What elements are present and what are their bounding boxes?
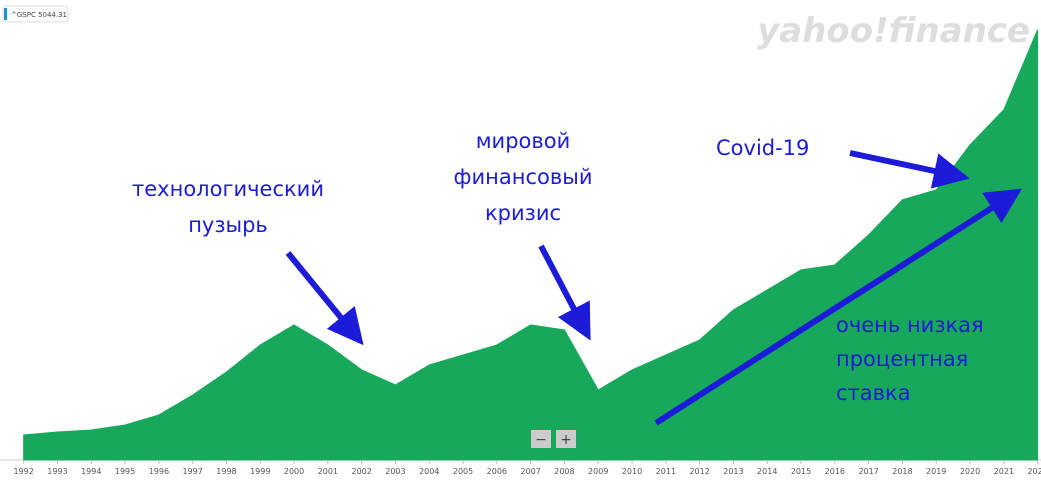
x-tick-label: 1993 [47,467,67,476]
annotation: технологический [132,177,324,201]
x-tick-label: 2006 [487,467,507,476]
legend-box [2,5,69,23]
x-tick-label: 1995 [115,467,135,476]
x-tick-label: 2017 [858,467,878,476]
x-tick-label: 2002 [351,467,371,476]
zoom-out-label[interactable]: − [535,432,547,448]
x-tick-label: 2011 [656,467,676,476]
plot [23,29,1039,461]
x-tick-label: 2022 [1027,467,1041,476]
area [23,29,1039,461]
x-tick-label: 2020 [960,467,980,476]
x-tick-label: 1992 [13,467,33,476]
annotation: пузырь [188,213,268,237]
arrow [285,251,364,346]
x-tick-label: 2009 [588,467,608,476]
zoom-in-label[interactable]: + [560,432,572,448]
annotation: мировой [476,129,571,153]
annotation: кризис [485,201,561,225]
x-tick-label: 1994 [81,467,101,476]
x-tick-label: 2014 [757,467,777,476]
x-tick-label: 1999 [250,467,270,476]
annotation: очень низкая [836,313,984,337]
legend-swatch [4,8,7,20]
x-tick-label: 2012 [689,467,709,476]
x-tick-label: 2018 [892,467,912,476]
annotation: процентная [836,347,968,371]
x-tick-label: 2001 [318,467,338,476]
annotation: Covid-19 [716,136,809,160]
annotation: ставка [836,381,911,405]
x-tick-label: 1997 [182,467,202,476]
zoom-in-button[interactable] [556,430,576,448]
x-tick-label: 2000 [284,467,304,476]
arrow [654,188,1023,426]
x-tick-label: 1996 [149,467,169,476]
x-tick-label: 2008 [554,467,574,476]
arrow [849,150,970,189]
x-tick-label: 2013 [723,467,743,476]
x-tick-label: 2021 [994,467,1014,476]
x-tick-label: 2010 [622,467,642,476]
x-tick-label: 1998 [216,467,236,476]
logo: yahoo!finance [757,11,1030,51]
x-tick-label: 2003 [385,467,405,476]
x-tick-label: 2016 [825,467,845,476]
x-tick-label: 2019 [926,467,946,476]
x-tick-label: 2004 [419,467,439,476]
arrows [285,150,1023,426]
x-tick-label: 2015 [791,467,811,476]
x-tick-label: 2005 [453,467,473,476]
annotation: финансовый [454,165,593,189]
arrow [538,244,591,341]
legend-label: ^GSPC 5044.31 [11,11,67,19]
zoom-out-button[interactable] [531,430,551,448]
x-tick-label: 2007 [520,467,540,476]
